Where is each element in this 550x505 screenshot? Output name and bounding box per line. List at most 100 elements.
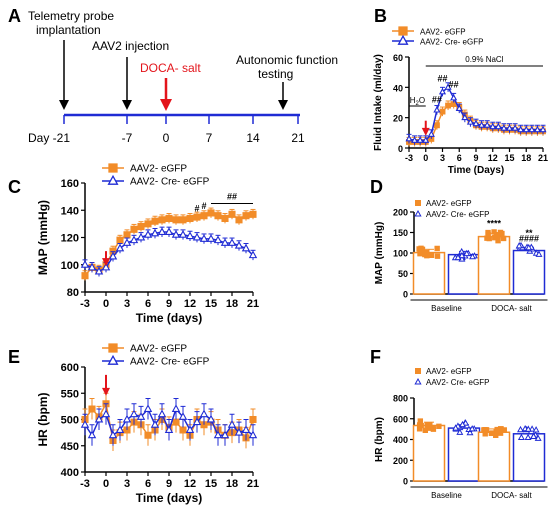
y-tick-label-1: 20	[393, 114, 403, 124]
x-tick-label-4: 9	[166, 478, 172, 490]
data-point-1-7	[129, 235, 139, 244]
legend-label-0: AAV2- eGFP	[426, 199, 472, 208]
panel-e: -3 0 3 6 9 12 15 18 21 400 450 500 550 600 Time (days)…	[8, 343, 259, 505]
x-tick-label-0: -3	[80, 478, 90, 490]
sig-stars-2: **	[525, 228, 533, 238]
scatter-point-1-1-7	[517, 433, 525, 441]
data-point-0-6	[123, 231, 131, 239]
red-arrow-head	[421, 127, 430, 136]
sig-hash-4: ####	[519, 234, 539, 244]
hash-marker-1: #	[194, 204, 199, 214]
scatter-point-0-1-9	[488, 430, 495, 437]
sig-marker: ##	[227, 191, 237, 201]
legend-marker-1	[107, 174, 119, 185]
x-tick-label-2: 3	[440, 153, 445, 163]
data-point-0-13	[172, 418, 180, 426]
event-doca: DOCA- salt	[140, 61, 201, 75]
data-point-0-9	[144, 431, 152, 439]
scatter-point-1-0-3	[462, 419, 470, 426]
data-point-1-19	[213, 235, 223, 244]
data-point-1-2	[94, 414, 104, 423]
data-point-1-22	[234, 240, 244, 249]
x-tick-label-7: 18	[226, 478, 238, 490]
scatter-point-1-0-5	[466, 428, 474, 436]
data-point-0-9	[144, 220, 152, 228]
data-point-1-12	[164, 227, 174, 235]
scatter-point-0-0-2	[434, 253, 441, 259]
data-point-1-9	[455, 104, 463, 112]
y-tick-label-2: 40	[393, 83, 403, 93]
x-axis-title: Time (Days)	[448, 165, 505, 176]
data-point-0-6	[439, 108, 446, 115]
panel-label-c: C	[8, 177, 21, 197]
data-point-1-21	[227, 420, 237, 428]
data-point-1-8	[450, 93, 458, 101]
y-tick-label-2: 120	[61, 233, 79, 245]
data-point-1-1	[87, 262, 97, 271]
event-telemetry-line1: Telemetry probe	[28, 9, 114, 23]
data-point-0-12	[165, 214, 173, 222]
panel-label-d: D	[370, 177, 383, 197]
scatter-point-0-0-9	[422, 251, 428, 258]
y-axis-title: Fluid Intake (ml/day)	[373, 54, 384, 151]
data-point-0-24	[249, 415, 257, 424]
data-point-1-23	[241, 425, 251, 433]
data-point-1-14	[178, 412, 188, 420]
data-point-0-7	[445, 102, 452, 109]
data-point-0-1	[88, 405, 96, 413]
data-point-1-3	[101, 409, 111, 418]
panel-label-f: F	[370, 347, 381, 367]
scatter-point-1-0-11	[454, 253, 462, 261]
x-tick-label-1: 0	[423, 153, 428, 163]
y-tick-label-1: 50	[398, 269, 408, 279]
legend-marker-0	[108, 163, 118, 173]
y-tick-label-4: 200	[393, 208, 408, 218]
x-tick-label-1: 0	[103, 478, 109, 490]
legend-marker-1	[397, 34, 409, 45]
bar-0-1	[477, 431, 511, 482]
h2o-sub: 2	[415, 101, 419, 107]
data-point-1-18	[206, 414, 216, 423]
legend-label-0: AAV2- eGFP	[130, 164, 187, 175]
scatter-point-0-1-10	[494, 426, 500, 433]
data-point-1-17	[500, 124, 508, 131]
category-label-1: DOCA- salt	[491, 491, 532, 500]
data-point-0-8	[137, 223, 145, 231]
data-point-0-23	[242, 212, 250, 220]
data-point-1-23	[533, 125, 541, 133]
data-point-1-16	[192, 232, 202, 241]
legend-marker-1	[107, 354, 119, 365]
red-arrow-head	[102, 387, 110, 396]
scatter-point-1-1-10	[532, 426, 540, 433]
data-point-1-11	[157, 409, 167, 418]
nacl-label: 0.9% NaCl	[465, 55, 503, 64]
scatter-point-1-0-4	[459, 420, 466, 428]
panel-label-e: E	[8, 347, 20, 367]
sig-marker-3: ##	[449, 79, 459, 89]
y-tick-label-3: 550	[61, 388, 79, 400]
data-point-1-15	[185, 425, 195, 433]
y-axis-title: HR (bpm)	[374, 417, 385, 462]
h2o-label: H2O	[410, 96, 425, 107]
scatter-point-0-1-7	[484, 235, 490, 241]
h2o-o: O	[419, 96, 425, 105]
data-point-1-14	[178, 230, 188, 238]
data-point-0-5	[433, 122, 440, 129]
data-point-1-5	[115, 243, 125, 252]
scatter-point-0-0-2	[436, 423, 442, 430]
data-point-1-9	[143, 230, 153, 238]
data-point-1-3	[101, 262, 111, 271]
data-point-0-5	[116, 236, 124, 244]
data-point-1-13	[171, 404, 181, 412]
data-point-1-15	[489, 122, 497, 130]
scatter-point-1-1-2	[534, 434, 542, 441]
arrowhead-autonomic	[278, 100, 288, 110]
x-tick-label-4: 9	[473, 153, 478, 163]
data-point-0-24	[249, 210, 257, 218]
scatter-point-1-1-4	[517, 425, 525, 433]
timeline-ticks: Day -21 -7 0 7 14 21	[28, 115, 305, 145]
data-point-1-4	[108, 251, 118, 260]
y-axis-title: MAP (mmHg)	[36, 200, 50, 275]
